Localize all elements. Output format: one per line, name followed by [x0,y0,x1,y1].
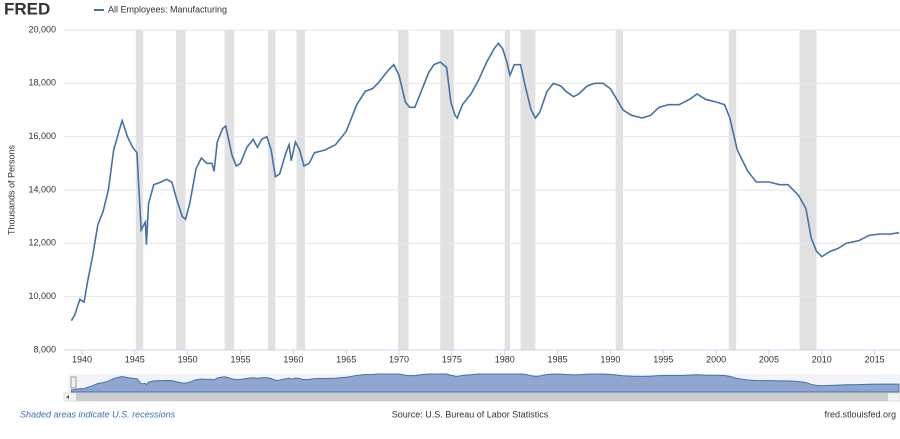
site: fred.stlouisfed.org [824,409,896,419]
y-tick-label: 14,000 [28,184,56,194]
y-tick-label: 8,000 [33,344,56,354]
x-tick-label: 1980 [495,354,515,364]
scrollbar-arrow [66,395,69,399]
y-tick-label: 16,000 [28,131,56,141]
series-line [70,42,900,322]
x-tick-label: 1955 [230,354,250,364]
source: Source: U.S. Bureau of Labor Statistics [392,409,549,419]
brand-logo: FRED [4,0,50,18]
y-tick-label: 18,000 [28,78,56,88]
y-tick-label: 20,000 [28,24,56,34]
x-tick-label: 2015 [865,354,885,364]
x-tick-label: 1995 [653,354,673,364]
y-axis-label: Thousands of Persons [6,144,16,235]
x-tick-label: 1940 [72,354,92,364]
legend-label: All Employees: Manufacturing [108,4,227,14]
x-tick-label: 1945 [125,354,145,364]
scrollbar-thumb [76,393,888,401]
x-tick-label: 2010 [812,354,832,364]
recession-note: Shaded areas indicate U.S. recessions [20,409,176,419]
x-tick-label: 1975 [442,354,462,364]
x-tick-label: 1990 [600,354,620,364]
x-tick-label: 2005 [759,354,779,364]
x-tick-label: 2000 [706,354,726,364]
y-tick-label: 12,000 [28,238,56,248]
x-tick-label: 1950 [178,354,198,364]
x-tick-label: 1970 [389,354,409,364]
x-tick-label: 1965 [336,354,356,364]
x-tick-label: 1960 [283,354,303,364]
y-tick-label: 10,000 [28,291,56,301]
navigator-handle [70,376,77,389]
navigator-area [70,373,900,393]
x-tick-label: 1985 [548,354,568,364]
